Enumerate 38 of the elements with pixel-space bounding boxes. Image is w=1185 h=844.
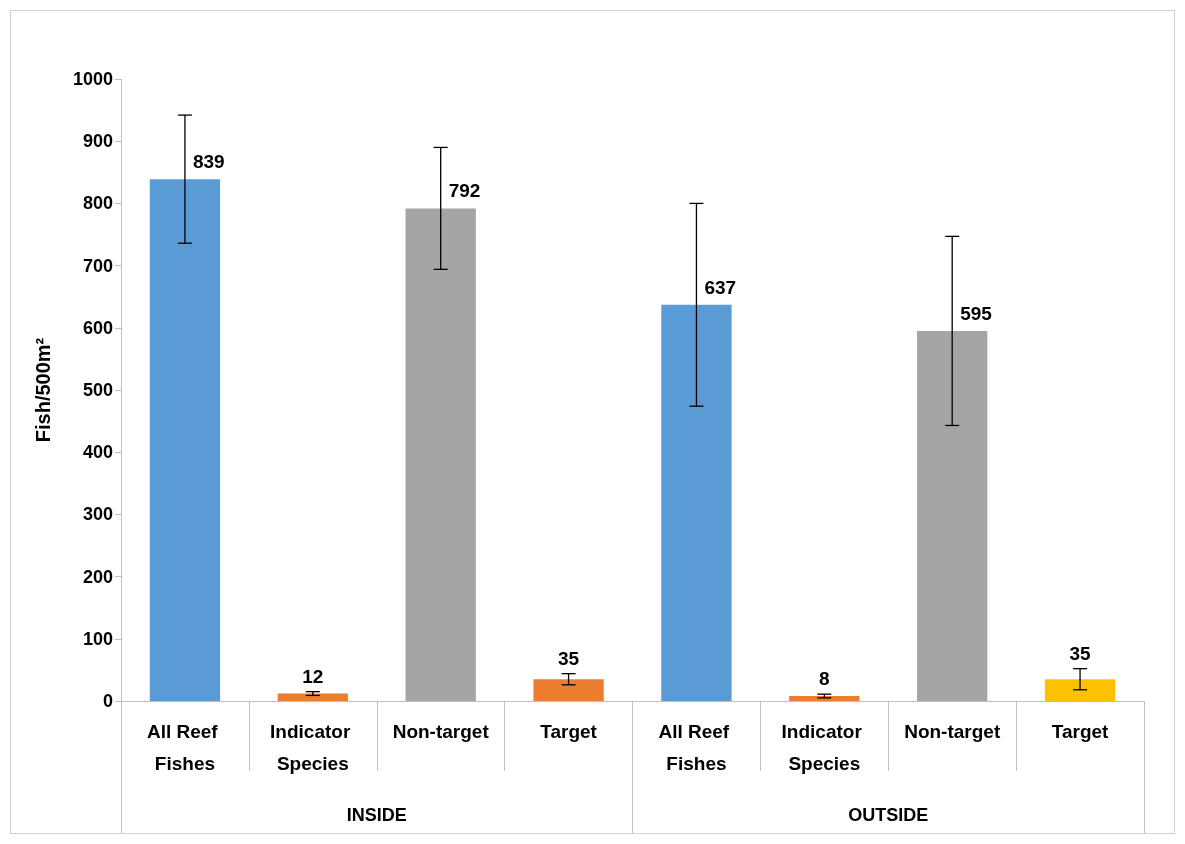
data-label: 792 bbox=[448, 180, 481, 202]
x-tick-label: Indicator Species bbox=[781, 720, 868, 774]
x-tick-label: All Reef Fishes bbox=[658, 720, 735, 774]
bar bbox=[789, 696, 860, 701]
y-tick-label: 900 bbox=[82, 131, 113, 152]
data-label: 12 bbox=[302, 665, 324, 687]
y-tick-label: 500 bbox=[82, 380, 113, 400]
bar bbox=[405, 208, 476, 701]
bar bbox=[533, 679, 604, 701]
y-tick-label: 300 bbox=[82, 504, 113, 525]
y-tick-label: 700 bbox=[82, 255, 113, 276]
data-label: 35 bbox=[1069, 642, 1092, 664]
data-label: 839 bbox=[192, 151, 225, 173]
y-tick-label: 0 bbox=[102, 691, 113, 711]
y-tick-label: 1000 bbox=[72, 69, 113, 89]
bar bbox=[277, 693, 348, 701]
data-label: 595 bbox=[960, 302, 993, 324]
y-tick-label: 600 bbox=[82, 317, 113, 338]
x-tick-label: Non-target bbox=[392, 720, 490, 742]
y-tick-label: 800 bbox=[82, 193, 113, 214]
bar bbox=[917, 330, 988, 701]
bar bbox=[661, 304, 732, 701]
y-axis-title: Fish/500m² bbox=[32, 337, 54, 443]
y-tick-label: 400 bbox=[82, 442, 113, 463]
bar bbox=[1044, 679, 1116, 701]
data-label: 35 bbox=[557, 647, 580, 669]
bar bbox=[149, 179, 221, 701]
x-tick-label: Indicator Species bbox=[270, 720, 356, 774]
x-tick-label: Non-target bbox=[904, 720, 1001, 742]
x-tick-label: Target bbox=[1051, 720, 1110, 742]
data-label: 637 bbox=[704, 276, 737, 298]
y-tick-label: 200 bbox=[82, 566, 113, 587]
y-tick-label: 100 bbox=[82, 628, 113, 649]
x-tick-label: All Reef Fishes bbox=[146, 720, 223, 774]
data-label: 8 bbox=[819, 668, 830, 690]
text: OUTSIDE bbox=[848, 805, 929, 825]
x-tick-label: Target bbox=[540, 720, 598, 742]
text: INSIDE bbox=[346, 805, 407, 825]
